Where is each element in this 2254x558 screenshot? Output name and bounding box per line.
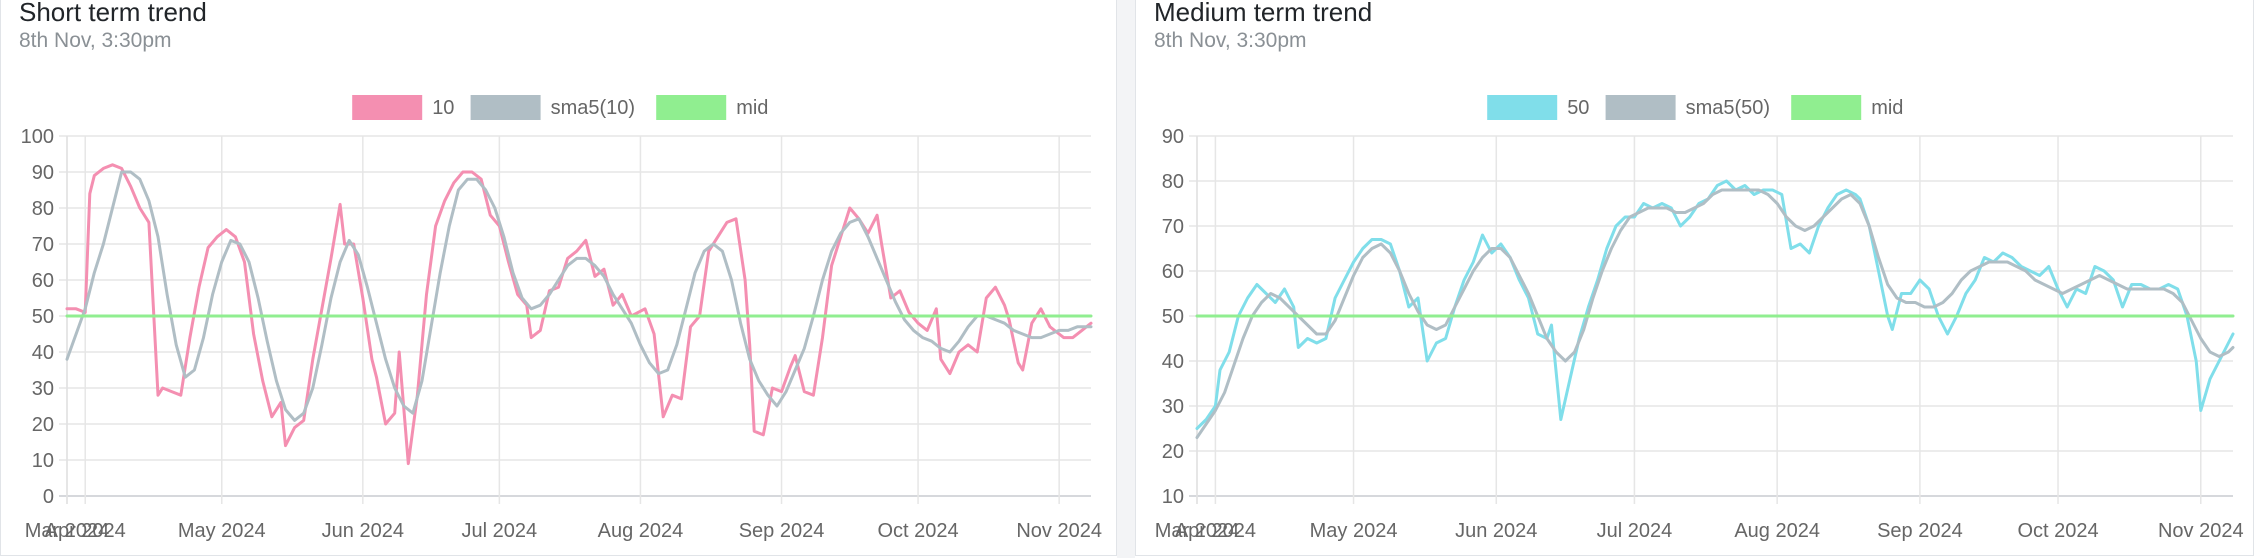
x-tick-label: Sep 2024: [1877, 520, 1963, 542]
card-title: Medium term trend: [1154, 0, 1373, 27]
legend-item[interactable]: sma5(50): [1605, 95, 1770, 120]
x-tick-label: Jul 2024: [462, 520, 538, 542]
x-tick-label: Oct 2024: [877, 520, 958, 542]
panel-gap: [1117, 0, 1135, 558]
x-tick-label: Nov 2024: [1016, 520, 1102, 542]
legend-label: 10: [432, 97, 454, 119]
x-tick-label: Apr 2024: [45, 520, 126, 542]
series-line-50: [1195, 179, 2235, 430]
x-tick-label: Oct 2024: [2017, 520, 2098, 542]
y-tick-label: 10: [1162, 486, 1184, 508]
legend-swatch: [470, 95, 541, 120]
x-tick-label: Aug 2024: [598, 520, 684, 542]
chart-legend: 10 sma5(10) mid: [352, 95, 768, 120]
y-tick-label: 50: [1162, 306, 1184, 328]
x-tick-label: Nov 2024: [2158, 520, 2244, 542]
y-tick-label: 60: [32, 270, 54, 292]
series-line-sma5-10-: [65, 170, 1093, 422]
legend-item[interactable]: sma5(10): [470, 95, 635, 120]
x-tick-label: Mar 2024: [1155, 520, 1240, 542]
legend-label: mid: [736, 97, 768, 119]
y-tick-label: 20: [32, 414, 54, 436]
card-timestamp: 8th Nov, 3:30pm: [19, 29, 172, 52]
medium-term-trend-card: Medium term trend 8th Nov, 3:30pm 10 20 30…: [1135, 0, 2254, 556]
x-tick-label: Aug 2024: [1734, 520, 1820, 542]
y-tick-label: 50: [32, 306, 54, 328]
legend-item[interactable]: mid: [1791, 95, 1903, 120]
gridlines: [1189, 135, 2233, 504]
y-tick-label: 30: [32, 378, 54, 400]
y-tick-label: 0: [43, 486, 54, 508]
x-tick-label: May 2024: [178, 520, 266, 542]
y-tick-label: 40: [32, 342, 54, 364]
x-tick-label: May 2024: [1310, 520, 1398, 542]
series-line-sma5-50-: [1195, 188, 2235, 439]
y-tick-label: 10: [32, 450, 54, 472]
x-tick-label: Jun 2024: [322, 520, 404, 542]
x-tick-label: Apr 2024: [1175, 520, 1256, 542]
y-tick-label: 60: [1162, 261, 1184, 283]
y-tick-label: 70: [32, 234, 54, 256]
y-tick-label: 40: [1162, 351, 1184, 373]
x-tick-label: Mar 2024: [25, 520, 110, 542]
card-title: Short term trend: [19, 0, 207, 27]
series-line-10: [65, 163, 1093, 466]
legend-item[interactable]: mid: [656, 95, 768, 120]
legend-swatch: [1605, 95, 1676, 120]
legend-swatch: [1487, 95, 1558, 120]
legend-label: sma5(50): [1686, 97, 1770, 119]
x-tick-label: Sep 2024: [739, 520, 825, 542]
y-tick-label: 30: [1162, 396, 1184, 418]
short-term-trend-card: Short term trend 8th Nov, 3:30pm 0 10 20 30…: [0, 0, 1117, 556]
legend-label: mid: [1871, 97, 1903, 119]
card-timestamp: 8th Nov, 3:30pm: [1154, 29, 1307, 52]
y-tick-label: 80: [1162, 171, 1184, 193]
legend-swatch: [352, 95, 423, 120]
legend-item[interactable]: 50: [1487, 95, 1589, 120]
legend-label: sma5(10): [551, 97, 635, 119]
x-tick-label: Jul 2024: [1597, 520, 1673, 542]
x-tick-label: Jun 2024: [1455, 520, 1537, 542]
y-tick-label: 20: [1162, 441, 1184, 463]
y-tick-label: 100: [21, 126, 54, 148]
y-tick-label: 70: [1162, 216, 1184, 238]
chart-legend: 50 sma5(50) mid: [1487, 95, 1903, 120]
legend-swatch: [1791, 95, 1862, 120]
legend-swatch: [656, 95, 727, 120]
legend-label: 50: [1567, 97, 1589, 119]
y-tick-label: 90: [1162, 126, 1184, 148]
y-tick-label: 90: [32, 162, 54, 184]
y-tick-label: 80: [32, 198, 54, 220]
legend-item[interactable]: 10: [352, 95, 454, 120]
